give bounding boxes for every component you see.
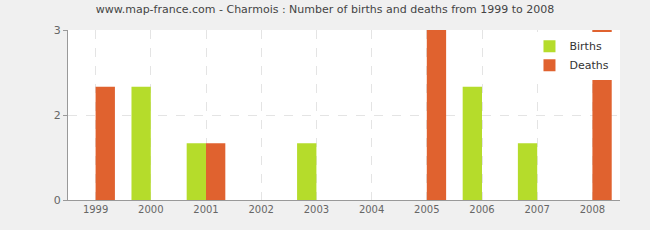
svg-text:2008: 2008 <box>580 204 605 215</box>
svg-text:2005: 2005 <box>414 204 439 215</box>
svg-text:www.map-france.com - Charmois: www.map-france.com - Charmois : Number o… <box>96 3 555 16</box>
svg-text:2006: 2006 <box>469 204 494 215</box>
svg-text:2003: 2003 <box>304 204 329 215</box>
svg-text:2: 2 <box>54 109 61 122</box>
svg-text:1999: 1999 <box>83 204 108 215</box>
svg-text:Births: Births <box>569 40 601 53</box>
svg-text:0: 0 <box>54 194 61 207</box>
svg-text:2004: 2004 <box>359 204 384 215</box>
svg-text:Deaths: Deaths <box>569 59 608 72</box>
svg-text:2007: 2007 <box>524 204 549 215</box>
svg-text:2001: 2001 <box>193 204 218 215</box>
svg-text:2002: 2002 <box>248 204 273 215</box>
svg-text:2000: 2000 <box>138 204 163 215</box>
svg-text:3: 3 <box>54 24 61 37</box>
